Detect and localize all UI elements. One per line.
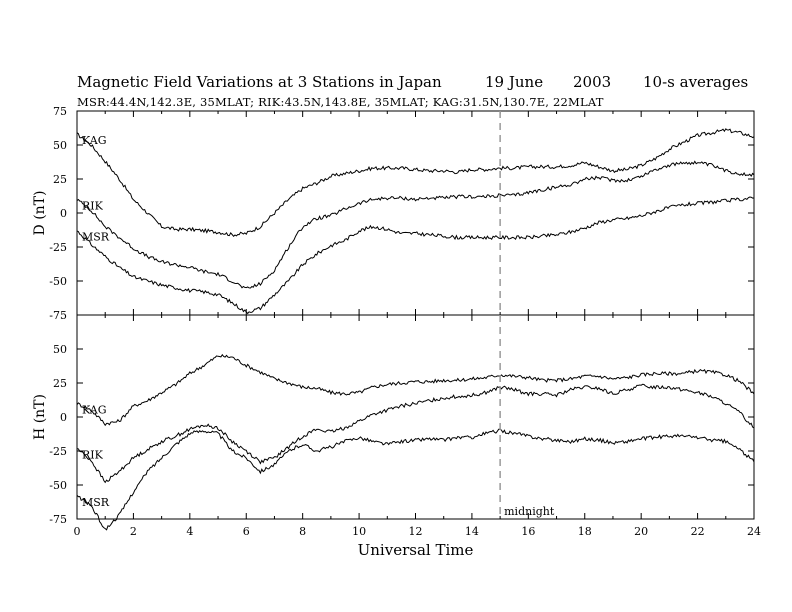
y-tick-label-D: 50	[53, 139, 67, 152]
y-tick-label-H: -75	[49, 513, 67, 526]
y-tick-label-H: 0	[60, 411, 67, 424]
series-label-msr-H: MSR	[82, 496, 110, 509]
series-line-msr-D	[76, 196, 755, 315]
y-tick-label-H: 50	[53, 343, 67, 356]
panel-frame-H	[76, 314, 755, 520]
title-year: 2003	[573, 73, 612, 91]
x-tick-label: 2	[130, 525, 137, 538]
x-tick-label: 4	[186, 525, 193, 538]
title-date: 19 June	[485, 73, 544, 91]
y-axis-label-H: H (nT)	[32, 394, 48, 440]
series-label-rik-H: RIK	[82, 448, 104, 461]
series-label-msr-D: MSR	[82, 231, 110, 244]
x-tick-label: 16	[521, 525, 535, 538]
x-tick-label: 12	[409, 525, 423, 538]
series-label-rik-D: RIK	[82, 199, 104, 212]
y-tick-label-D: -25	[49, 241, 67, 254]
x-tick-label: 24	[747, 525, 761, 538]
x-tick-label: 8	[299, 525, 306, 538]
x-tick-label: 20	[634, 525, 648, 538]
midnight-label: midnight	[504, 505, 555, 518]
x-tick-label: 10	[352, 525, 366, 538]
x-tick-label: 14	[465, 525, 479, 538]
stations-subtitle: MSR:44.4N,142.3E, 35MLAT; RIK:43.5N,143.…	[77, 95, 604, 109]
title-averaging: 10-s averages	[643, 73, 749, 91]
series-line-kag-D	[76, 128, 755, 238]
series-label-kag-H: KAG	[82, 403, 107, 416]
y-tick-label-D: -75	[49, 309, 67, 322]
y-tick-label-H: 25	[53, 377, 67, 390]
series-label-kag-D: KAG	[82, 134, 107, 147]
x-tick-label: 0	[74, 525, 81, 538]
y-tick-label-H: -50	[49, 479, 67, 492]
y-tick-label-H: -25	[49, 445, 67, 458]
x-tick-label: 6	[243, 525, 250, 538]
y-tick-label-D: 75	[53, 105, 67, 118]
x-tick-label: 18	[578, 525, 592, 538]
y-tick-label-D: 25	[53, 173, 67, 186]
y-tick-label-D: -50	[49, 275, 67, 288]
series-line-rik-D	[76, 160, 755, 289]
title-text: Magnetic Field Variations at 3 Stations …	[77, 73, 442, 91]
series-line-rik-H	[76, 383, 755, 484]
x-axis-label: Universal Time	[358, 541, 474, 559]
series-line-msr-H	[76, 428, 755, 531]
y-axis-label-D: D (nT)	[32, 191, 48, 236]
y-tick-label-D: 0	[60, 207, 67, 220]
series-line-kag-H	[76, 353, 755, 427]
x-tick-label: 22	[691, 525, 705, 538]
